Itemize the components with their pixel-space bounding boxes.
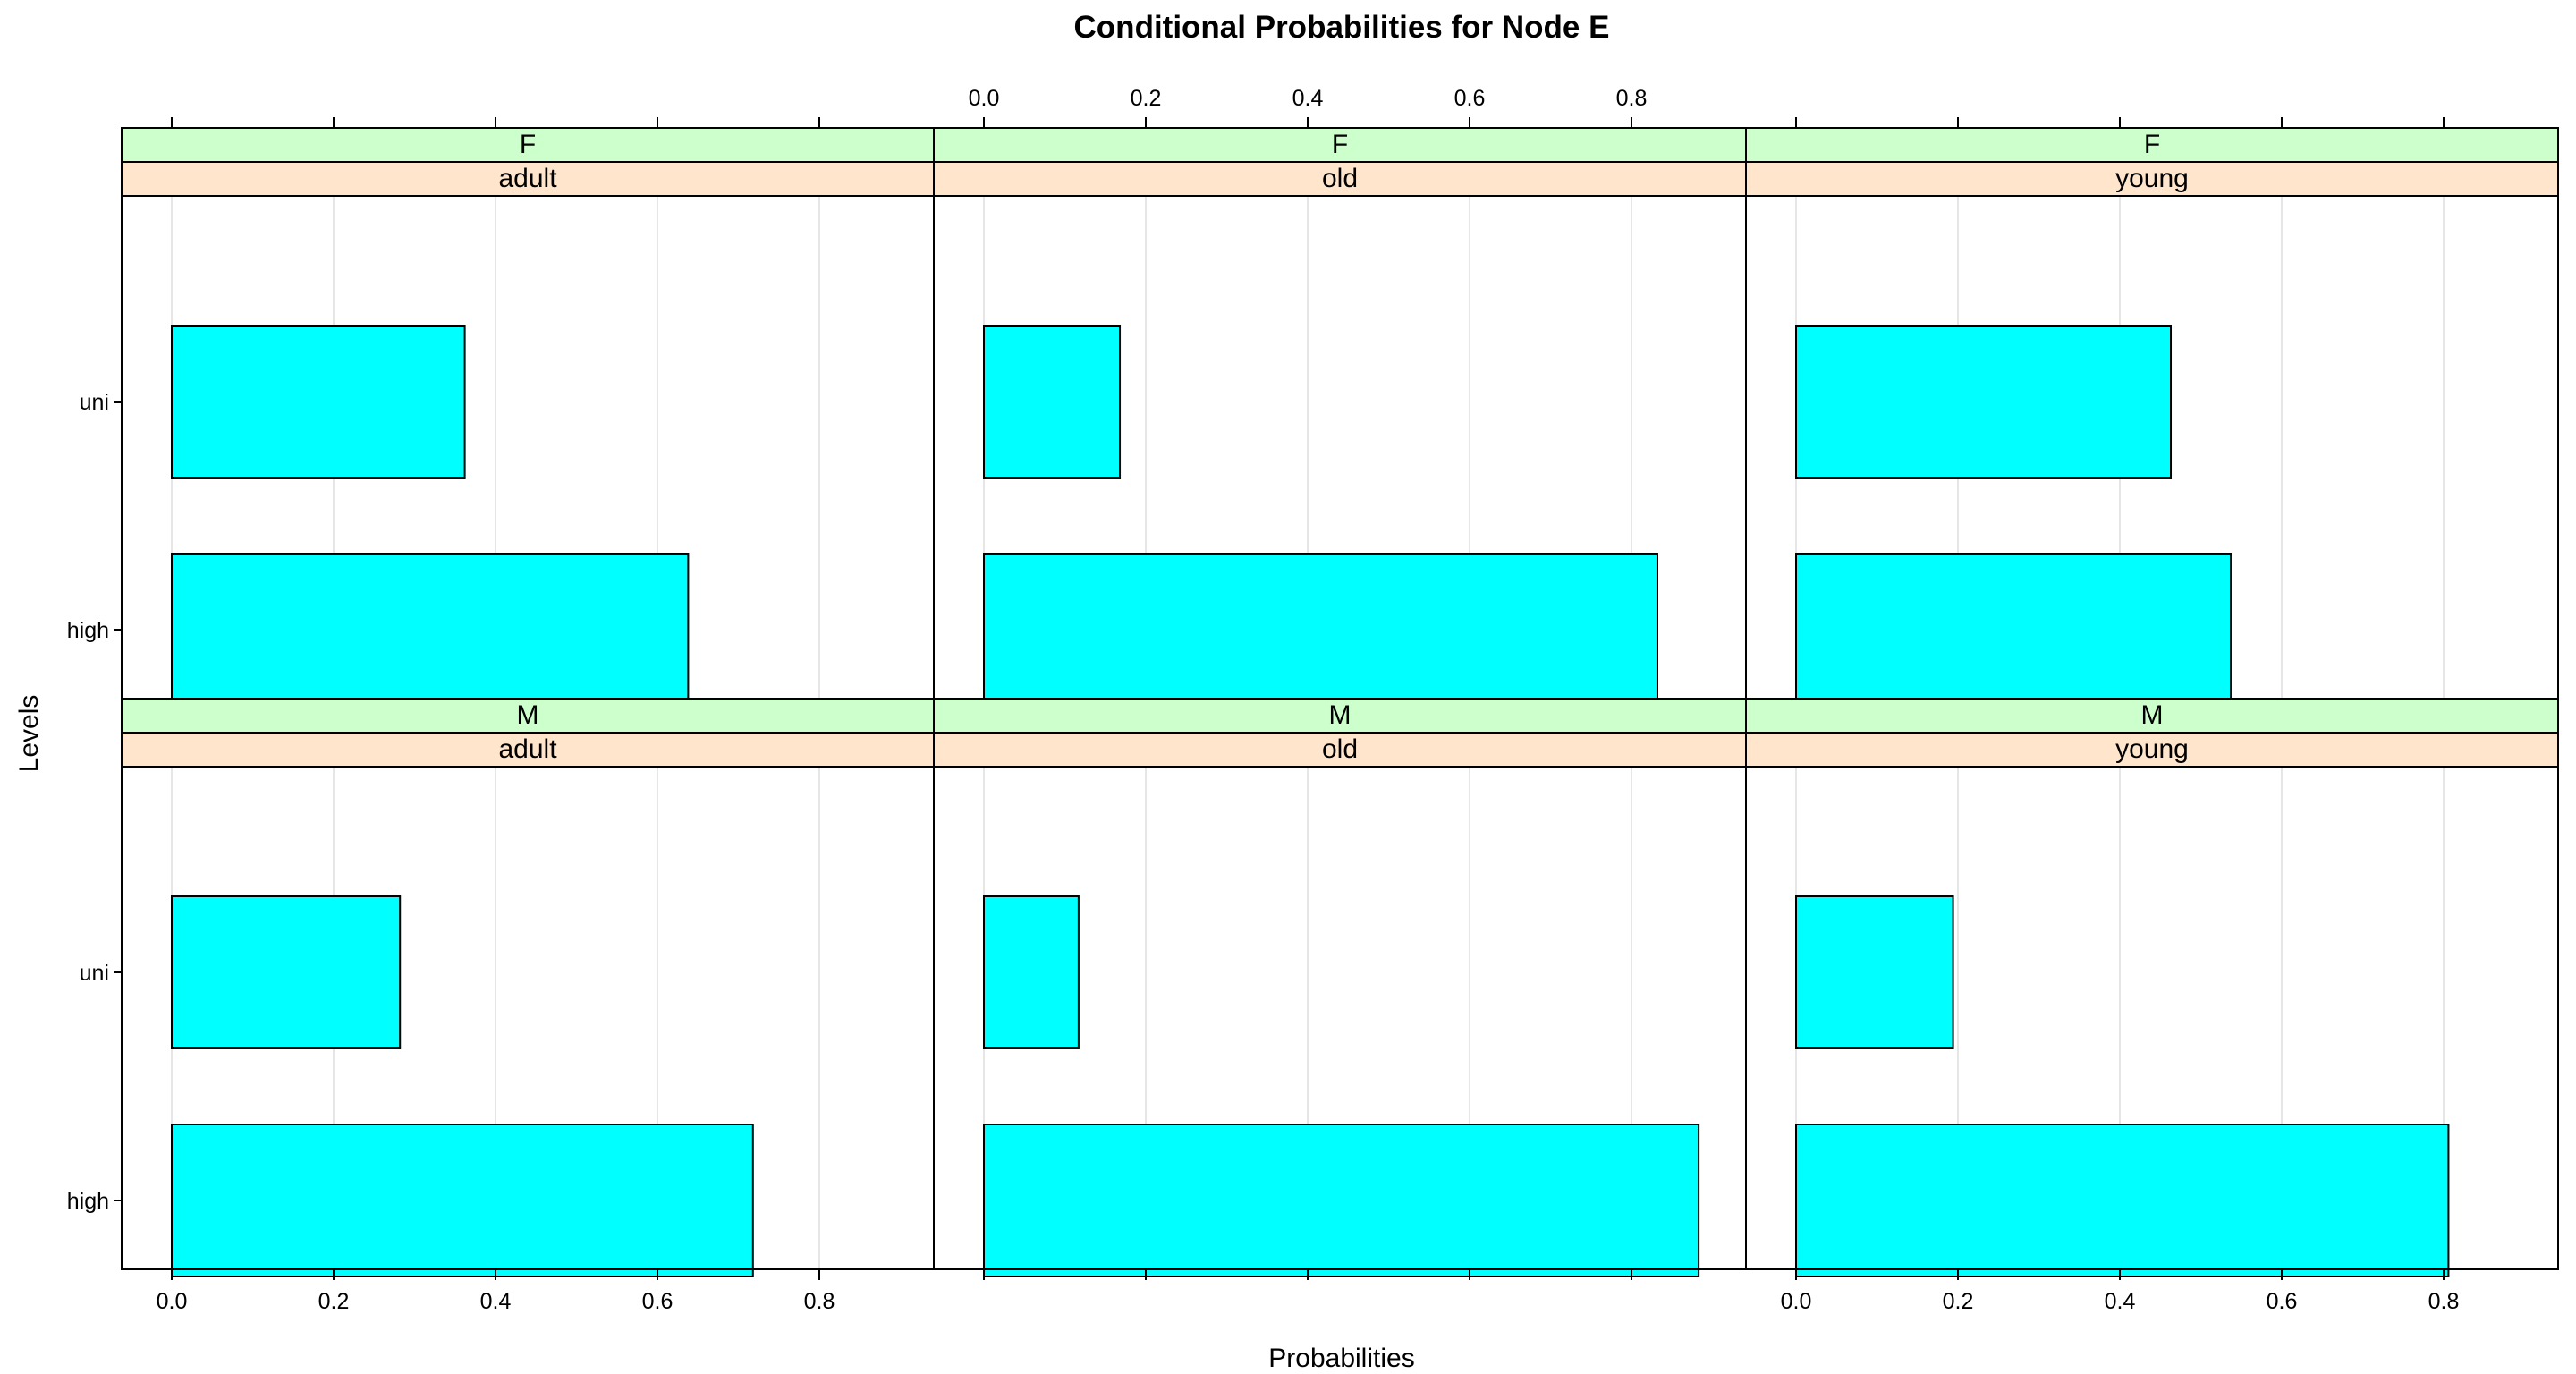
y-tick-label: uni [80,390,109,415]
x-tick-label-bottom: 0.8 [2428,1289,2460,1314]
strip-inner [1745,161,2559,197]
panel-border [1745,766,2559,1270]
x-tick-label-bottom: 0.6 [2267,1289,2298,1314]
bar-uni [983,325,1122,479]
x-tick-label-bottom: 0.6 [642,1289,674,1314]
x-tick-label-top: 0.2 [1131,86,1162,111]
y-axis-label: Levels [14,695,44,773]
x-tick-label-bottom: 0.2 [318,1289,350,1314]
x-tick-label-top: 0.6 [1454,86,1486,111]
bar-uni [983,895,1080,1049]
chart-title: Conditional Probabilities for Node E [1074,10,1610,45]
strip-inner [933,161,1747,197]
strip-outer [1745,127,2559,163]
strip-inner-label: old [1322,734,1358,764]
bar-high [171,553,690,707]
strip-inner [121,732,935,768]
strip-inner-label: young [2115,164,2189,193]
x-tick-label-bottom: 0.8 [804,1289,835,1314]
strip-inner-label: old [1322,164,1358,193]
bar-uni [1795,895,1954,1049]
x-tick-label-top: 0.4 [1292,86,1324,111]
x-tick-label-bottom: 0.2 [1943,1289,1974,1314]
bar-high [171,1124,754,1277]
x-tick-label-bottom: 0.0 [157,1289,188,1314]
strip-outer [933,127,1747,163]
bar-uni [1795,325,2173,479]
bar-high [983,1124,1700,1277]
bar-high [1795,553,2232,707]
y-tick-label: high [67,618,109,643]
y-tick-label: high [67,1189,109,1214]
strip-outer-label: M [1329,700,1352,730]
strip-outer-label: M [517,700,539,730]
x-tick-label-bottom: 0.0 [1781,1289,1812,1314]
strip-inner-label: adult [498,164,557,193]
y-tick-label: uni [80,961,109,986]
x-axis-label: Probabilities [1268,1344,1414,1373]
strip-outer-label: F [1332,130,1348,159]
x-tick-label-bottom: 0.4 [480,1289,512,1314]
strip-inner [1745,732,2559,768]
bar-uni [171,895,402,1049]
bar-uni [171,325,466,479]
strip-inner-label: adult [498,734,557,764]
strip-inner-label: young [2115,734,2189,764]
x-tick-label-bottom: 0.4 [2105,1289,2136,1314]
strip-outer-label: F [520,130,536,159]
bar-high [1795,1124,2450,1277]
strip-outer-label: M [2141,700,2164,730]
bar-high [983,553,1658,707]
strip-outer-label: F [2144,130,2160,159]
x-tick-label-top: 0.8 [1616,86,1648,111]
strip-outer [933,698,1747,734]
x-tick-label-top: 0.0 [969,86,1000,111]
